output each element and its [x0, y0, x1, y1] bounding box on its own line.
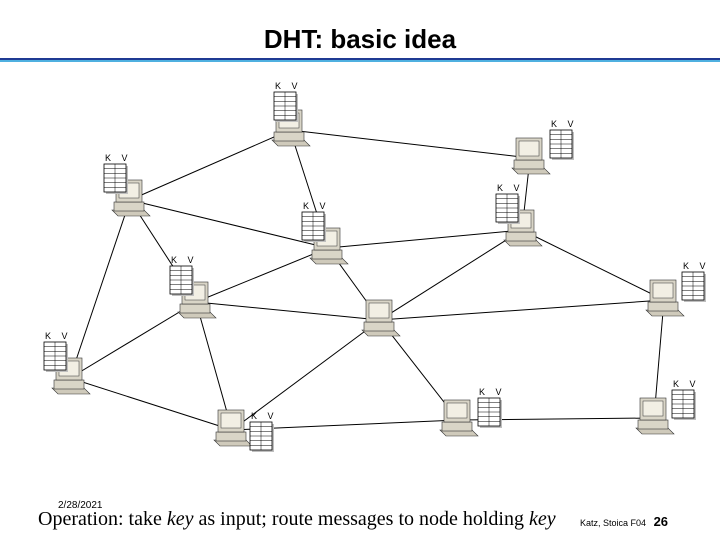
kv-label: K V	[45, 331, 72, 341]
edge	[196, 302, 380, 320]
kv-label: K V	[105, 153, 132, 163]
kv-table	[250, 422, 274, 452]
kv-label: K V	[479, 387, 506, 397]
edges-group	[70, 130, 664, 430]
kv-table	[44, 342, 68, 372]
caption-key1: key	[167, 508, 194, 530]
computer-node	[214, 410, 252, 446]
kv-label: K V	[683, 261, 710, 271]
date-stamp: 2/28/2021	[58, 500, 103, 511]
kv-label: K V	[551, 119, 578, 129]
kv-table	[104, 164, 128, 194]
operation-caption: Operation: take key as input; route mess…	[38, 508, 556, 531]
kv-label: K V	[171, 255, 198, 265]
kv-label: K V	[251, 411, 278, 421]
kv-label: K V	[497, 183, 524, 193]
kv-label: K V	[673, 379, 700, 389]
kv-table	[496, 194, 520, 224]
caption-mid: as input; route messages to node holding	[193, 508, 529, 530]
computer-node	[362, 300, 400, 336]
kv-table	[170, 266, 194, 296]
computer-node	[646, 280, 684, 316]
kv-table	[274, 92, 298, 122]
kv-label: K V	[303, 201, 330, 211]
edge	[70, 302, 196, 378]
edge	[130, 130, 290, 200]
footer: Katz, Stoica F04 26	[580, 514, 668, 529]
edge	[70, 200, 130, 378]
edge	[380, 230, 522, 320]
caption-prefix: Operation: take	[38, 508, 167, 530]
computer-node	[440, 400, 478, 436]
edge	[196, 248, 328, 302]
kv-table	[682, 272, 706, 302]
computer-node	[636, 398, 674, 434]
edge	[70, 378, 232, 430]
network-diagram	[0, 0, 720, 540]
caption-key2: key	[529, 508, 556, 530]
footer-text: Katz, Stoica F04	[580, 518, 646, 528]
kv-table	[302, 212, 326, 242]
computer-node	[512, 138, 550, 174]
kv-table	[478, 398, 502, 428]
page-number: 26	[654, 514, 668, 529]
kv-table	[550, 130, 574, 160]
edge	[380, 300, 664, 320]
kv-table	[672, 390, 696, 420]
edge	[328, 230, 522, 248]
edge	[130, 200, 328, 248]
edge	[522, 230, 664, 300]
kv-label: K V	[275, 81, 302, 91]
edge	[290, 130, 530, 158]
